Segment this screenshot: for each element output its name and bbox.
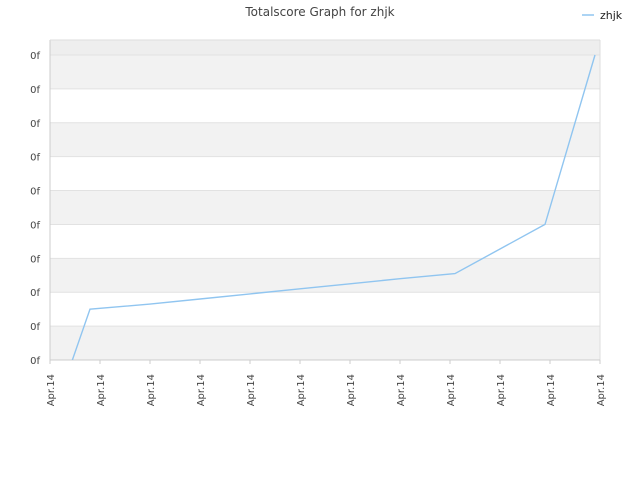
x-tick-label: Apr.14 [96, 374, 107, 406]
plot-band [50, 190, 600, 225]
x-axis-ticks: Apr.14 Apr.14 Apr.14 Apr.14 Apr.14 Apr.14 Apr.… [46, 360, 607, 406]
x-tick-label: Apr.14 [396, 374, 407, 406]
plot-band [50, 122, 600, 157]
y-tick-label: 0f [30, 153, 40, 164]
chart-title: Totalscore Graph for zhjk [244, 5, 394, 19]
plot-bands [50, 40, 600, 360]
x-tick-label: Apr.14 [446, 374, 457, 406]
y-tick-label: 0f [30, 356, 40, 367]
series-layer [71, 54, 596, 360]
x-tick-label: Apr.14 [596, 374, 607, 406]
gridlines [50, 54, 600, 361]
x-tick-label: Apr.14 [346, 374, 357, 406]
plot-band [50, 258, 600, 293]
legend-label-zhjk: zhjk [600, 9, 623, 22]
plot-band [50, 224, 600, 259]
x-tick-label: Apr.14 [296, 374, 307, 406]
x-tick-label: Apr.14 [146, 374, 157, 406]
y-tick-label: 0f [30, 322, 40, 333]
plot-band-top [50, 40, 600, 55]
y-tick-label: 0f [30, 254, 40, 265]
y-axis-ticks: 0f 0f 0f 0f 0f 0f 0f 0f 0f 0f [30, 51, 40, 367]
series-line-zhjk [71, 54, 596, 360]
y-tick-label: 0f [30, 119, 40, 130]
x-tick-label: Apr.14 [46, 374, 57, 406]
axes [49, 39, 601, 361]
y-tick-label: 0f [30, 51, 40, 62]
y-tick-label: 0f [30, 187, 40, 198]
x-tick-label: Apr.14 [246, 374, 257, 406]
x-tick-label: Apr.14 [196, 374, 207, 406]
plot-band [50, 55, 600, 89]
plot-band [50, 88, 600, 123]
y-tick-label: 0f [30, 220, 40, 231]
plot-band [50, 156, 600, 191]
y-tick-label: 0f [30, 85, 40, 96]
x-tick-label: Apr.14 [546, 374, 557, 406]
x-tick-label: Apr.14 [496, 374, 507, 406]
plot-band [50, 292, 600, 327]
y-tick-label: 0f [30, 288, 40, 299]
plot-band [50, 326, 600, 360]
legend[interactable]: zhjk [582, 9, 623, 22]
